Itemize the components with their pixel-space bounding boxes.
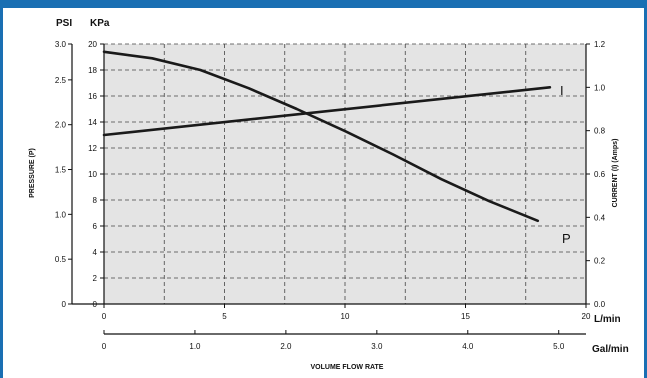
series-label-pressure: P — [562, 231, 571, 246]
psi-tick-label: 1.0 — [55, 210, 67, 219]
x-tick-label: 15 — [461, 312, 470, 321]
amps-tick-label: 1.0 — [594, 83, 606, 92]
x2-tick-label: 3.0 — [371, 342, 383, 351]
psi-tick-label: 2.0 — [55, 121, 67, 130]
psi-tick-label: 2.5 — [55, 76, 67, 85]
series-layer — [102, 50, 552, 223]
x2-tick-label: 1.0 — [189, 342, 201, 351]
kpa-tick-label: 18 — [88, 66, 97, 75]
kpa-tick-label: 10 — [88, 170, 97, 179]
psi-unit-label: PSI — [56, 18, 72, 29]
kpa-tick-label: 12 — [88, 144, 97, 153]
current-axis-title: CURRENT (I) (Amps) — [612, 139, 619, 208]
galmin-unit-label: Gal/min — [592, 344, 629, 355]
kpa-tick-label: 4 — [93, 248, 98, 257]
x-tick-label: 10 — [341, 312, 350, 321]
lmin-unit-label: L/min — [594, 314, 621, 325]
pressure-curve — [102, 50, 540, 223]
kpa-tick-label: 20 — [88, 40, 97, 49]
kpa-tick-label: 16 — [88, 92, 97, 101]
psi-tick-label: 1.5 — [55, 166, 67, 175]
amps-tick-label: 0.8 — [594, 127, 606, 136]
kpa-tick-label: 2 — [93, 274, 98, 283]
current-curve — [102, 86, 552, 137]
amps-tick-label: 0.6 — [594, 170, 606, 179]
kpa-tick-label: 6 — [93, 222, 98, 231]
amps-tick-label: 0.4 — [594, 213, 606, 222]
left-border — [0, 8, 3, 378]
psi-tick-label: 0 — [62, 300, 67, 309]
amps-tick-label: 0.2 — [594, 257, 606, 266]
x2-tick-label: 2.0 — [280, 342, 292, 351]
kpa-tick-label: 8 — [93, 196, 98, 205]
series-label-current: I — [560, 83, 564, 98]
tick-marks: 0 5 10 15 20 0 1.0 2.0 3.0 4.0 5.0 0 2 4 6 8 10 12 14 16 18 2… — [55, 40, 606, 351]
x2-tick-label: 0 — [102, 342, 107, 351]
x-tick-label: 0 — [102, 312, 107, 321]
pressure-axis-title: PRESSURE (P) — [29, 148, 36, 198]
grid-lines — [104, 43, 586, 304]
top-border — [0, 0, 647, 8]
psi-tick-label: 3.0 — [55, 40, 67, 49]
x-axis-title: VOLUME FLOW RATE — [311, 364, 384, 371]
kpa-unit-label: KPa — [90, 18, 110, 29]
kpa-tick-label: 14 — [88, 118, 97, 127]
x-tick-label: 5 — [222, 312, 227, 321]
amps-tick-label: 1.2 — [594, 40, 606, 49]
x2-tick-label: 4.0 — [462, 342, 474, 351]
kpa-tick-label: 0 — [93, 300, 98, 309]
psi-tick-label: 0.5 — [55, 255, 67, 264]
amps-tick-label: 0.0 — [594, 300, 606, 309]
right-border — [644, 8, 647, 378]
x2-tick-label: 5.0 — [553, 342, 565, 351]
x-tick-label: 20 — [582, 312, 591, 321]
